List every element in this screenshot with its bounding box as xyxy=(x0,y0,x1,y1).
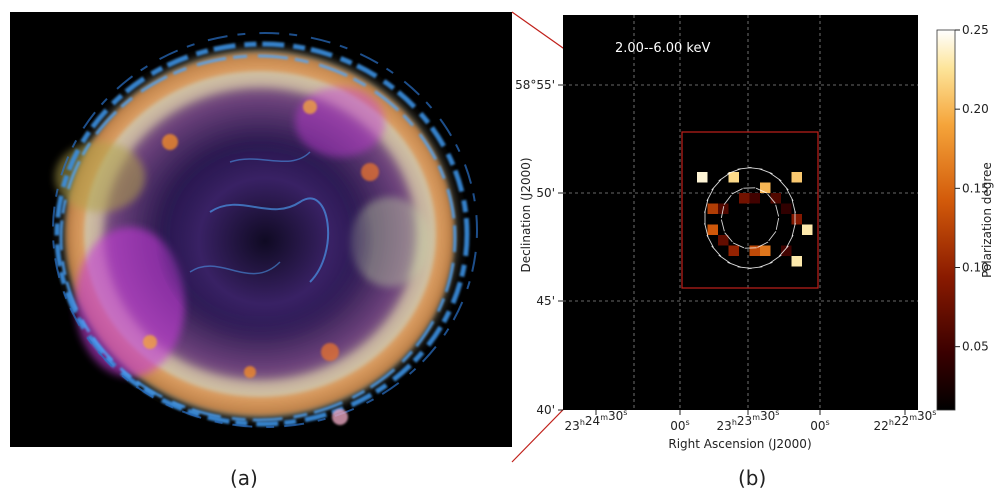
y-axis-label: Declination (J2000) xyxy=(519,157,533,272)
polarization-vector xyxy=(720,206,725,219)
colorbar-tick-label: 0.20 xyxy=(962,102,989,116)
polarization-vector xyxy=(731,188,743,195)
y-tick-label: 50' xyxy=(536,186,555,200)
polarization-vector xyxy=(767,193,776,204)
polarization-vector xyxy=(786,234,794,248)
polarization-vector xyxy=(775,204,780,217)
colorbar-tick-label: 0.25 xyxy=(962,23,989,37)
pixel xyxy=(791,214,802,225)
y-ticks: 58°55' 50' 45' 40' xyxy=(515,78,563,417)
polarization-vector xyxy=(778,179,789,191)
polarization-vector xyxy=(727,168,741,175)
polarization-vector xyxy=(759,261,773,268)
polarization-vector xyxy=(791,223,796,237)
colorbar xyxy=(936,29,956,411)
colorbar-label: Polarization degree xyxy=(980,162,994,278)
x-tick-label: 23h23m30s xyxy=(717,408,780,433)
colorbar-ticks: 0.25 0.20 0.15 0.10 0.05 xyxy=(955,23,989,354)
pixel xyxy=(707,203,718,214)
pixel xyxy=(739,193,750,204)
x-axis-label: Right Ascension (J2000) xyxy=(668,437,811,451)
zoom-box xyxy=(681,131,819,289)
pixel xyxy=(707,224,718,235)
polarization-vector xyxy=(711,179,722,191)
polarization-vector xyxy=(755,187,768,194)
polarization-vector xyxy=(768,231,777,242)
polarization-vectors xyxy=(704,167,796,269)
pixel xyxy=(728,245,739,256)
grid xyxy=(563,15,918,410)
x-tick-label: 00s xyxy=(810,418,829,433)
polarization-vector xyxy=(778,245,789,257)
polarization-vector xyxy=(786,188,794,202)
pixel xyxy=(749,193,760,204)
remnant-image xyxy=(10,12,512,447)
y-tick-label: 58°55' xyxy=(515,78,555,92)
polarization-vector xyxy=(723,194,732,205)
polarization-vector xyxy=(704,223,709,237)
pixel xyxy=(791,256,802,267)
pixel xyxy=(781,203,792,214)
caption-b: (b) xyxy=(738,466,767,490)
pixel xyxy=(728,172,739,183)
colorbar-tick-label: 0.15 xyxy=(962,181,989,195)
x-tick-label: 23h24m30s xyxy=(565,408,628,433)
polarization-vector xyxy=(724,232,733,243)
y-tick-label: 40' xyxy=(536,403,555,417)
pixel xyxy=(697,172,708,183)
pixel xyxy=(718,235,729,246)
caption-a: (a) xyxy=(230,466,258,490)
polarization-vector xyxy=(706,188,714,202)
pixel xyxy=(791,172,802,183)
polarization-vector xyxy=(791,199,796,213)
polarization-vector xyxy=(732,242,745,249)
polarization-vector xyxy=(718,172,731,182)
colorbar-tick-label: 0.05 xyxy=(962,340,989,354)
x-tick-label: 00s xyxy=(670,418,689,433)
x-ticks: 23h24m30s 00s 23h23m30s 00s 22h22m30s xyxy=(565,408,937,433)
colorbar-tick-label: 0.10 xyxy=(962,261,989,275)
x-tick-label: 22h22m30s xyxy=(874,408,937,433)
pixel xyxy=(781,245,792,256)
polarization-vector xyxy=(769,254,782,264)
polarization-vector xyxy=(704,199,709,213)
polarization-vector xyxy=(706,234,714,248)
polarization-vector xyxy=(720,219,725,232)
energy-band-annotation: 2.00--6.00 keV xyxy=(615,41,710,56)
plot-area xyxy=(563,15,918,410)
y-tick-label: 45' xyxy=(536,294,555,308)
pixel xyxy=(749,245,760,256)
pixel xyxy=(760,245,771,256)
pixel xyxy=(770,193,781,204)
pixel xyxy=(760,182,771,193)
remnant-image-art xyxy=(10,12,512,447)
polarization-vector xyxy=(757,241,769,248)
polarization-vector xyxy=(711,245,722,257)
polarization-vector xyxy=(775,217,780,230)
pixel xyxy=(802,224,813,235)
